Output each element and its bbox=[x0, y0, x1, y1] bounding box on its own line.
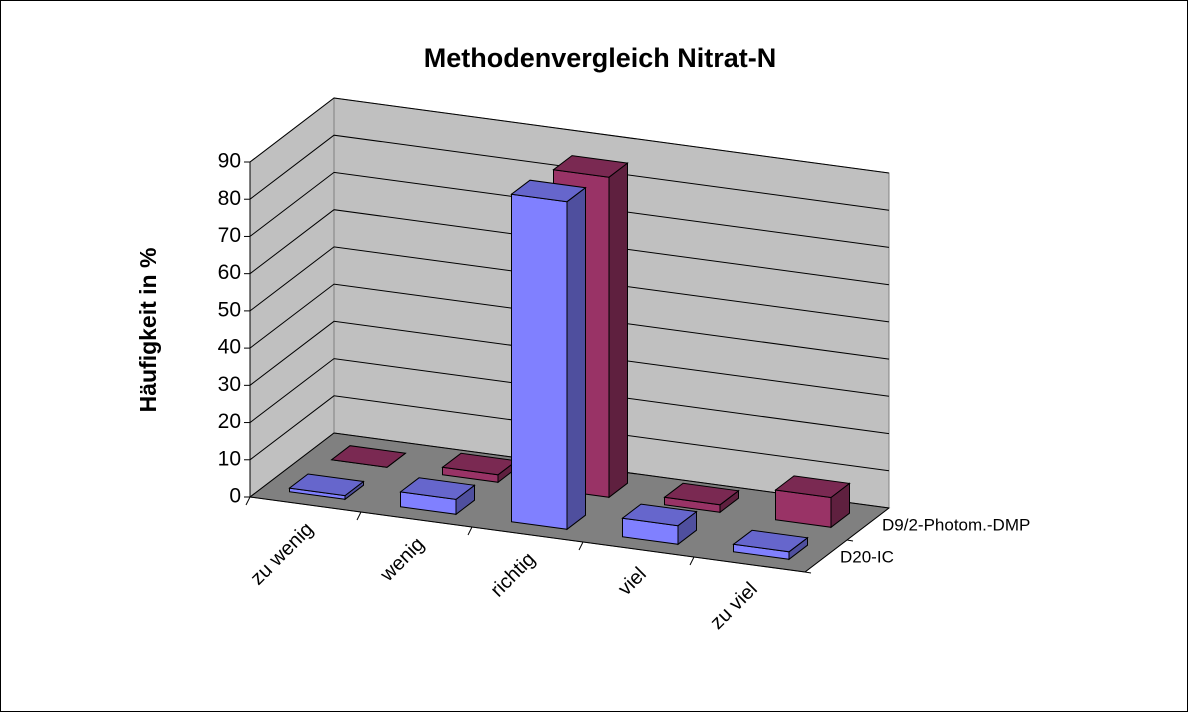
bar-top bbox=[663, 482, 740, 506]
bar-top bbox=[330, 445, 407, 468]
bar bbox=[774, 475, 851, 529]
y-axis-label: Häufigkeit in % bbox=[135, 248, 161, 413]
x-tick bbox=[467, 526, 473, 536]
bar-side bbox=[608, 162, 628, 499]
x-tick bbox=[245, 496, 251, 506]
y-tick-label: 30 bbox=[218, 373, 241, 396]
grid-line bbox=[249, 209, 890, 286]
bar-top bbox=[288, 473, 365, 497]
y-tick-label: 50 bbox=[218, 298, 241, 321]
depth-tick bbox=[846, 539, 854, 542]
x-tick bbox=[356, 511, 362, 521]
grid-line bbox=[249, 395, 890, 472]
grid-line bbox=[249, 283, 890, 360]
bar bbox=[510, 179, 587, 531]
y-tick-label: 80 bbox=[218, 187, 241, 210]
y-tick-label: 60 bbox=[218, 261, 241, 284]
grid-line bbox=[249, 432, 890, 509]
bar bbox=[663, 482, 740, 514]
x-axis bbox=[249, 496, 806, 573]
bar-top bbox=[399, 477, 476, 500]
bar bbox=[732, 529, 809, 561]
x-tick bbox=[578, 541, 584, 551]
grid-line bbox=[249, 320, 890, 397]
series-label: D20-IC bbox=[840, 547, 894, 566]
bar-top bbox=[774, 475, 851, 499]
grid-line bbox=[249, 97, 890, 174]
y-tick-label: 20 bbox=[218, 410, 241, 433]
grid-line bbox=[249, 246, 890, 323]
series-label: D9/2-Photom.-DMP bbox=[882, 515, 1030, 534]
chart-title: Methodenvergleich Nitrat-N bbox=[424, 43, 777, 73]
bar-top bbox=[732, 529, 809, 553]
depth-tick bbox=[804, 571, 812, 574]
bar bbox=[288, 473, 365, 501]
y-tick-label: 90 bbox=[218, 150, 241, 173]
grid-line bbox=[249, 171, 890, 248]
bar bbox=[330, 445, 407, 468]
bar-top bbox=[621, 503, 698, 527]
y-tick-label: 40 bbox=[218, 336, 241, 359]
x-tick bbox=[689, 556, 695, 566]
bar-top bbox=[510, 179, 587, 203]
y-tick-label: 10 bbox=[218, 447, 241, 470]
bar-top bbox=[552, 155, 629, 178]
bar-front bbox=[511, 193, 568, 530]
grid-line bbox=[249, 358, 890, 435]
bar-side bbox=[566, 186, 586, 531]
y-tick-label: 70 bbox=[218, 224, 241, 247]
grid-line bbox=[249, 134, 890, 211]
bar bbox=[621, 503, 698, 546]
y-tick-label: 0 bbox=[229, 485, 241, 508]
side-wall bbox=[249, 96, 335, 499]
bar bbox=[399, 477, 476, 516]
